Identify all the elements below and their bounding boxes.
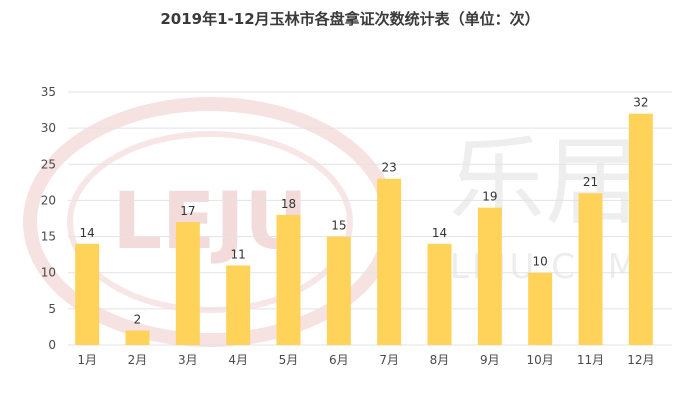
- data-label: 18: [281, 197, 296, 211]
- x-tick-label: 8月: [430, 353, 450, 367]
- bar: [528, 272, 553, 345]
- watermark-brand-cn: 乐居: [449, 126, 641, 238]
- bar: [226, 265, 251, 345]
- y-tick-label: 35: [41, 85, 56, 99]
- bar: [377, 178, 402, 345]
- data-label: 17: [180, 204, 195, 218]
- x-tick-label: 10月: [527, 353, 554, 367]
- bar: [175, 222, 200, 345]
- x-tick-label: 12月: [627, 353, 654, 367]
- data-label: 2: [134, 313, 142, 327]
- bar: [276, 214, 301, 345]
- y-tick-label: 10: [41, 266, 56, 280]
- bar: [578, 193, 603, 345]
- x-tick-label: 3月: [178, 353, 198, 367]
- y-tick-label: 0: [48, 338, 56, 352]
- grid-lines: [68, 91, 672, 346]
- y-tick-label: 15: [41, 230, 56, 244]
- x-tick-label: 11月: [577, 353, 604, 367]
- data-label: 21: [583, 175, 598, 189]
- bar: [427, 243, 452, 345]
- y-tick-label: 20: [41, 193, 56, 207]
- x-tick-label: 7月: [379, 353, 399, 367]
- data-label: 14: [432, 226, 447, 240]
- x-tick-label: 5月: [279, 353, 299, 367]
- x-tick-label: 2月: [128, 353, 148, 367]
- bar: [477, 207, 502, 345]
- data-label: 14: [80, 226, 95, 240]
- x-tick-label: 9月: [480, 353, 500, 367]
- y-tick-label: 5: [48, 302, 56, 316]
- data-label: 32: [633, 96, 648, 110]
- bars: [75, 113, 653, 345]
- bar: [326, 236, 351, 345]
- x-tick-label: 1月: [77, 353, 97, 367]
- data-label: 11: [231, 247, 246, 261]
- watermark-inner-ring: [67, 131, 353, 313]
- data-label: 19: [482, 190, 497, 204]
- data-label: 23: [382, 161, 397, 175]
- data-label: 15: [331, 219, 346, 233]
- y-tick-label: 30: [41, 121, 56, 135]
- x-tick-label: 4月: [228, 353, 248, 367]
- chart-title: 2019年1-12月玉林市各盘拿证次数统计表（单位：次）: [160, 10, 540, 28]
- bar: [628, 113, 653, 345]
- y-tick-label: 25: [41, 157, 56, 171]
- bar: [75, 243, 100, 345]
- x-tick-label: 6月: [329, 353, 349, 367]
- labels: 0 5 10 15 20 25 30 35 14 1月 2 2月 17 3月 11 4月 18 5月 15 6月 23 7…: [41, 85, 655, 367]
- bar: [125, 330, 150, 345]
- data-label: 10: [533, 255, 548, 269]
- watermark-logo-text: LEJU: [112, 177, 307, 267]
